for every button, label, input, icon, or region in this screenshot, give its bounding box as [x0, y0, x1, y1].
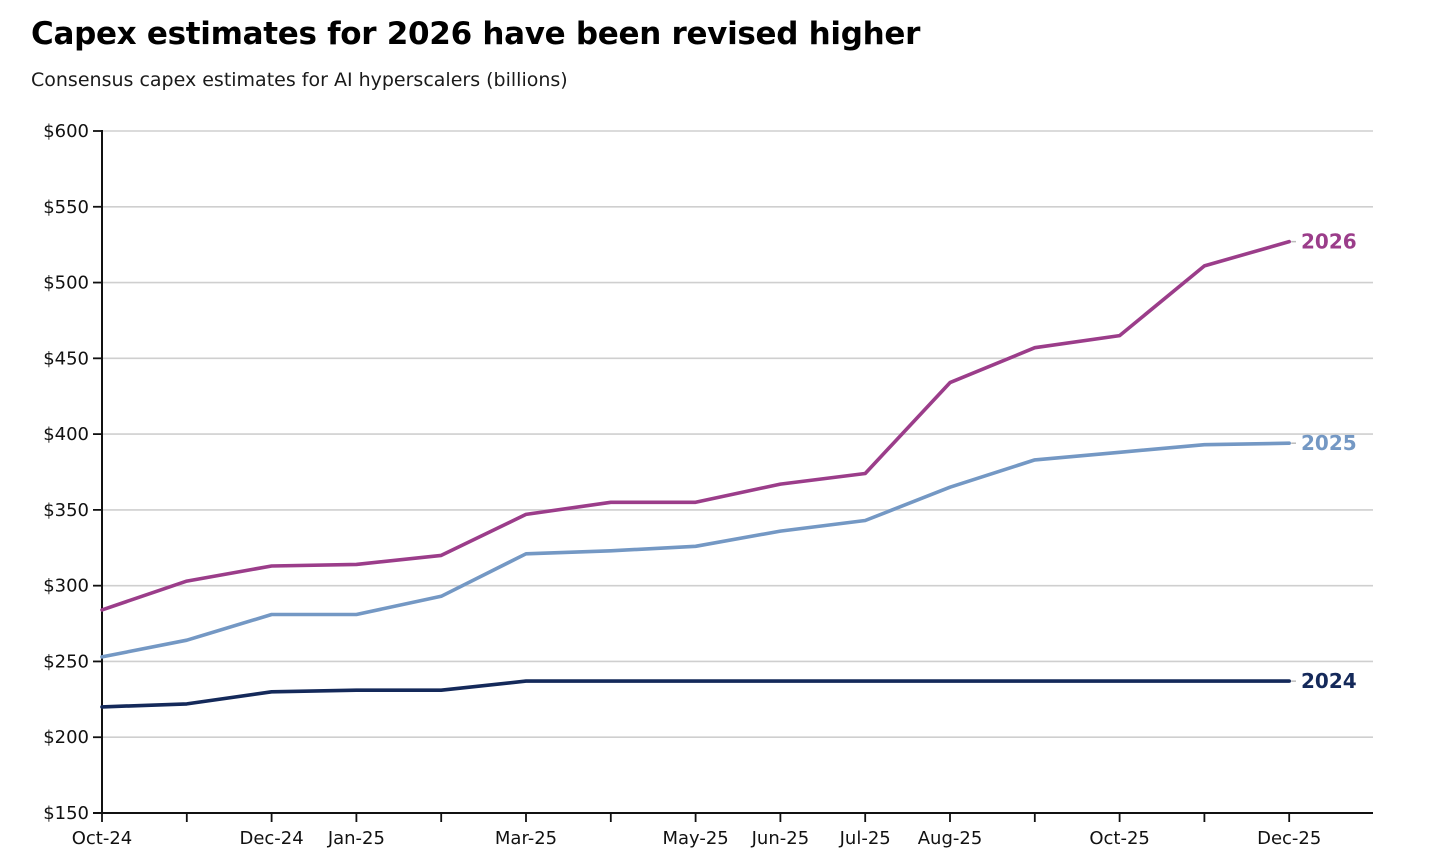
x-tick-label: Oct-24 — [72, 828, 133, 849]
y-tick-label: $200 — [43, 727, 89, 748]
series-line-2026 — [100, 239, 1291, 612]
y-tick-label: $150 — [43, 803, 89, 824]
x-tick-label: Jul-25 — [839, 828, 891, 849]
series-line-2025 — [100, 441, 1291, 659]
chart-title: Capex estimates for 2026 have been revis… — [31, 16, 921, 52]
x-tick-label: Jan-25 — [327, 828, 385, 849]
x-tick-label: May-25 — [662, 828, 728, 849]
y-tick-label: $400 — [43, 424, 89, 445]
y-tick-label: $300 — [43, 576, 89, 597]
x-tick-label: Mar-25 — [495, 828, 557, 849]
series-labels: 2026 2025 2024 — [1291, 230, 1357, 693]
series-lines — [100, 239, 1291, 709]
y-tick-label: $600 — [43, 121, 89, 142]
series-label-2026: 2026 — [1301, 230, 1357, 254]
gridlines — [102, 130, 1373, 739]
x-tick-label: Aug-25 — [918, 828, 983, 849]
y-tick-label: $550 — [43, 197, 89, 218]
x-tick-label: Jun-25 — [751, 828, 810, 849]
series-line-2024 — [100, 679, 1291, 709]
chart-subtitle: Consensus capex estimates for AI hypersc… — [31, 69, 568, 91]
y-tick-label: $500 — [43, 273, 89, 294]
y-tick-label: $250 — [43, 651, 89, 672]
y-tick-label: $450 — [43, 348, 89, 369]
x-tick-label: Dec-25 — [1257, 828, 1321, 849]
axes: $150 $200 $250 $300 $350 $400 $450 $500 $550 $600… — [43, 121, 1373, 849]
y-tick-label: $350 — [43, 500, 89, 521]
series-label-2025: 2025 — [1301, 431, 1357, 455]
series-label-2024: 2024 — [1301, 669, 1357, 693]
x-tick-label: Dec-24 — [239, 828, 303, 849]
x-tick-label: Oct-25 — [1089, 828, 1150, 849]
